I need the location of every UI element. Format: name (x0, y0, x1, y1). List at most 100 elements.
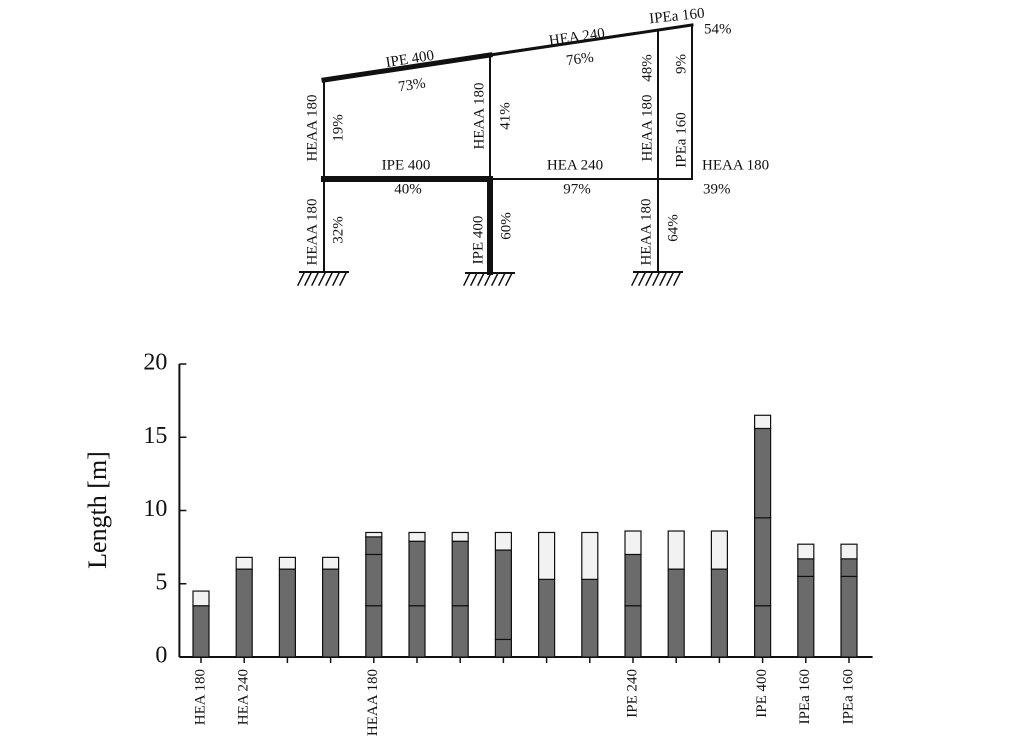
x-tick-label: HEAA 180 (365, 669, 381, 736)
bar-segment (451, 540, 469, 607)
support-hatch (672, 271, 682, 287)
bar-segment (451, 531, 469, 542)
support-hatch (310, 271, 320, 287)
bar-segment (365, 536, 383, 556)
member-section: HEAA 180 (304, 198, 320, 265)
bar-segment (494, 531, 512, 551)
y-tick-label: 0 (155, 643, 167, 669)
member-section: IPE 400 (385, 48, 436, 71)
support-hatch (469, 271, 479, 287)
bar-segment (278, 556, 296, 570)
y-tick-label: 5 (155, 569, 167, 595)
bar-segment (753, 427, 772, 519)
bar-segment (753, 517, 772, 607)
member-utilization: 39% (703, 181, 731, 197)
member-utilization: 32% (330, 216, 346, 244)
bar-segment (365, 531, 383, 538)
member-section: HEA 240 (548, 26, 606, 50)
bar-segment (797, 575, 815, 658)
bar-segment (624, 553, 642, 607)
member-section: HEA 240 (547, 157, 603, 173)
x-tick-label: HEA 180 (192, 669, 208, 725)
support-hatch (324, 271, 334, 287)
bar-segment (710, 568, 729, 658)
y-tick-label: 15 (143, 423, 167, 449)
member-section: HEAA 180 (638, 198, 654, 265)
bar-segment (581, 578, 599, 658)
member-utilization: 19% (330, 114, 346, 142)
member-utilization: 64% (665, 214, 681, 242)
member-section: IPEa 160 (649, 6, 706, 28)
x-tick-label: IPEa 160 (840, 669, 856, 724)
bar-segment (710, 530, 729, 570)
support-hatch (317, 271, 327, 287)
bar-segment (753, 414, 772, 430)
member-section: HEAA 180 (639, 94, 655, 161)
support-hatch (497, 271, 507, 287)
bar-segment (624, 605, 642, 658)
support-hatch (483, 271, 493, 287)
member-section: IPEa 160 (673, 112, 689, 167)
support-hatch (296, 271, 306, 287)
x-tick-label: IPE 240 (624, 669, 640, 718)
member-utilization: 60% (498, 212, 514, 240)
member-section: HEAA 180 (702, 157, 769, 173)
bar-segment (494, 549, 512, 641)
member-section: IPE 400 (470, 216, 486, 265)
support-hatch (630, 271, 640, 287)
member-utilization: 54% (704, 21, 732, 37)
bar-segment (192, 605, 210, 658)
bar-segment (408, 540, 426, 607)
y-tick-label: 20 (143, 350, 167, 376)
bar-segment (840, 543, 858, 560)
member-utilization: 73% (397, 75, 427, 95)
x-tick-label: IPEa 160 (797, 669, 813, 724)
bar-segment (408, 605, 426, 658)
member-utilization: 48% (639, 54, 655, 82)
member-utilization: 40% (394, 181, 422, 197)
support-hatch (637, 271, 647, 287)
member-utilization: 97% (563, 181, 591, 197)
support-hatch (303, 271, 313, 287)
bar-segment (235, 556, 253, 570)
bar-chart: 0 5 10 15 20 Length [m] HEA 180 HEA 240 HEAA 180… (83, 350, 873, 736)
member-section: IPE 400 (382, 157, 431, 173)
member-utilization: 9% (673, 54, 689, 74)
bar-segment (192, 590, 210, 607)
support-hatch (651, 271, 661, 287)
bar-segment (365, 605, 383, 658)
bar-segment (667, 530, 685, 570)
bar-segment (753, 605, 772, 658)
bar-segment (624, 530, 642, 556)
bar-segment (322, 568, 340, 658)
support-hatch (644, 271, 654, 287)
support-hatch (504, 271, 514, 287)
y-axis-label: Length [m] (83, 451, 112, 569)
member-utilization: 41% (497, 102, 513, 130)
frame (296, 23, 694, 287)
member-utilization: 76% (565, 50, 594, 70)
support-hatch (665, 271, 675, 287)
bar-segment (840, 575, 858, 658)
bar-segment (235, 568, 253, 658)
bar-segment (365, 553, 383, 607)
support-hatch (331, 271, 341, 287)
bar-segment (667, 568, 685, 658)
bar-segment (581, 531, 599, 580)
bar-segment (840, 558, 858, 578)
bar-segment (408, 531, 426, 542)
bar-segment (494, 638, 512, 658)
bar-segment (537, 531, 556, 580)
y-tick-label: 10 (143, 496, 167, 522)
bar-segment (537, 578, 556, 658)
support-hatch (338, 271, 348, 287)
bar-segment (451, 605, 469, 658)
support-hatch (476, 271, 486, 287)
support-hatch (490, 271, 500, 287)
bar-segment (322, 556, 340, 570)
support-hatch (462, 271, 472, 287)
member-section: HEAA 180 (304, 94, 320, 161)
bar-segment (797, 558, 815, 578)
